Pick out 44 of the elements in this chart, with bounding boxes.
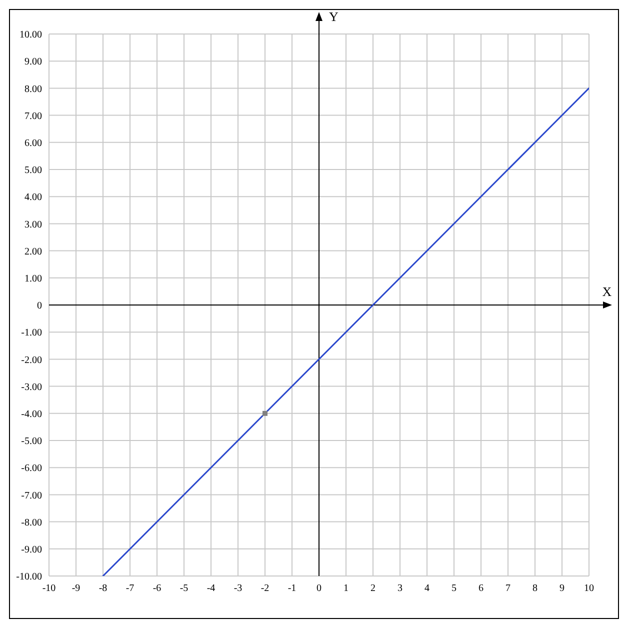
y-tick-label: 5.00: [24, 165, 42, 176]
x-tick-label: 0: [316, 583, 322, 594]
x-tick-label: 5: [452, 583, 456, 594]
x-tick-label: 3: [398, 583, 402, 594]
y-tick-label: 3.00: [24, 219, 42, 230]
x-tick-label: 6: [478, 583, 484, 594]
y-tick-label: -8.00: [21, 517, 42, 528]
y-tick-label: -7.00: [21, 490, 42, 502]
y-tick-label: 6.00: [24, 138, 42, 149]
y-tick-label: -2.00: [21, 354, 42, 366]
y-axis-title: Y: [329, 9, 339, 24]
x-tick-label: -7: [126, 583, 134, 594]
y-tick-label: 1.00: [24, 273, 42, 284]
x-tick-label: -5: [180, 583, 188, 594]
y-tick-label: -4.00: [21, 408, 42, 420]
x-axis-title: X: [602, 284, 612, 299]
x-tick-label: 10: [584, 583, 594, 594]
y-tick-label: -1.00: [21, 328, 42, 339]
x-tick-label: -6: [152, 583, 162, 594]
y-tick-label: -3.00: [21, 382, 42, 393]
y-tick-label: -6.00: [21, 463, 42, 474]
x-tick-label: -9: [72, 583, 80, 594]
y-tick-label: 10.00: [20, 30, 42, 41]
y-tick-label: -9.00: [21, 544, 42, 556]
y-tick-label: 2.00: [24, 246, 42, 258]
x-tick-label: 1: [344, 583, 348, 594]
y-tick-label: -10.00: [16, 572, 42, 583]
y-tick-label: -5.00: [21, 436, 42, 448]
x-tick-label: -1: [288, 583, 296, 594]
x-tick-label: -4: [206, 583, 216, 594]
x-tick-label: -8: [98, 583, 108, 594]
y-tick-label: 0: [37, 300, 42, 312]
x-tick-label: -3: [234, 583, 242, 594]
y-tick-label: 8.00: [24, 84, 42, 95]
y-tick-label: 9.00: [24, 56, 42, 68]
x-tick-label: 2: [370, 583, 376, 594]
x-tick-label: -10: [42, 583, 56, 594]
x-tick-label: 4: [424, 583, 430, 594]
x-tick-label: 9: [560, 583, 564, 594]
x-tick-label: 8: [532, 583, 538, 594]
x-tick-label: -2: [260, 583, 270, 594]
x-tick-label: 7: [506, 583, 510, 594]
y-tick-label: 4.00: [24, 192, 42, 204]
y-tick-label: 7.00: [24, 110, 42, 122]
